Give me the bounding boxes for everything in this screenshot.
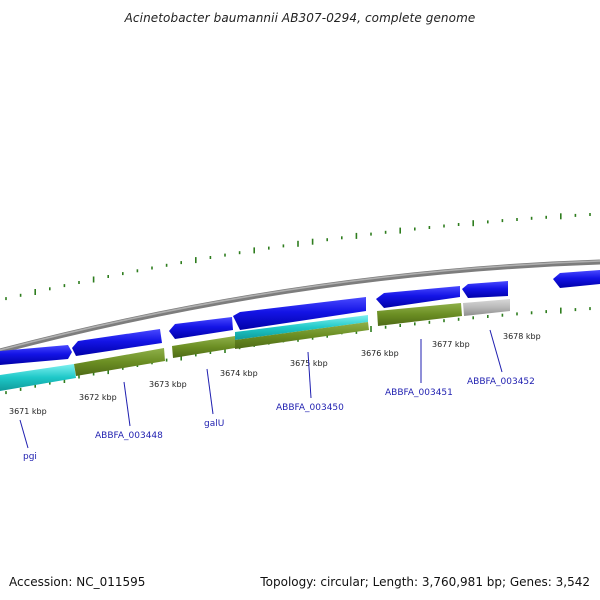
position-label: 3673 kbp [149, 380, 187, 389]
gene-label-galu[interactable]: galU [204, 419, 224, 429]
cds-track-blue [0, 270, 600, 365]
leader-line [206, 368, 214, 415]
cds-arrow[interactable] [169, 317, 233, 339]
gene-block-olive[interactable] [377, 303, 462, 326]
gene-block-cyan[interactable] [235, 315, 368, 340]
position-label: 3677 kbp [432, 340, 470, 349]
cds-arrow[interactable] [553, 270, 600, 288]
cds-arrow[interactable] [376, 286, 460, 308]
gene-labels: pgi ABBFA_003448 galU ABBFA_003450 ABBFA… [23, 377, 535, 462]
gene-block-grey[interactable] [463, 299, 510, 316]
gene-label-abbfa-003451[interactable]: ABBFA_003451 [385, 388, 453, 398]
position-label: 3672 kbp [79, 393, 117, 402]
gene-label-abbfa-003448[interactable]: ABBFA_003448 [95, 431, 163, 441]
cds-arrow[interactable] [462, 281, 508, 298]
gc-ticks-upper [5, 213, 591, 301]
leader-line [307, 351, 312, 399]
cds-arrow[interactable] [72, 329, 162, 356]
map-title: Acinetobacter baumannii AB307-0294, comp… [124, 11, 476, 25]
gene-label-abbfa-003452[interactable]: ABBFA_003452 [467, 377, 535, 387]
gene-block-olive[interactable] [172, 336, 235, 358]
position-label: 3676 kbp [361, 349, 399, 358]
gene-label-pgi[interactable]: pgi [23, 452, 37, 462]
gene-block-olive[interactable] [74, 348, 165, 376]
cds-arrow[interactable] [0, 345, 72, 365]
gene-track-lower [0, 299, 510, 391]
gene-block-olive[interactable] [235, 322, 369, 349]
genome-backbone-highlight [0, 260, 600, 351]
position-label: 3671 kbp [9, 407, 47, 416]
leader-line [19, 419, 29, 449]
accession-text: Accession: NC_011595 [9, 575, 146, 589]
gene-leaders [19, 329, 503, 449]
summary-text: Topology: circular; Length: 3,760,981 bp… [260, 575, 590, 589]
leader-line [123, 381, 131, 427]
gene-block-cyan[interactable] [0, 364, 76, 391]
leader-line [489, 329, 503, 373]
gene-label-abbfa-003450[interactable]: ABBFA_003450 [276, 403, 344, 413]
cds-arrow[interactable] [233, 297, 366, 330]
position-label: 3678 kbp [503, 332, 541, 341]
genome-backbone [0, 259, 600, 354]
position-label: 3674 kbp [220, 369, 258, 378]
